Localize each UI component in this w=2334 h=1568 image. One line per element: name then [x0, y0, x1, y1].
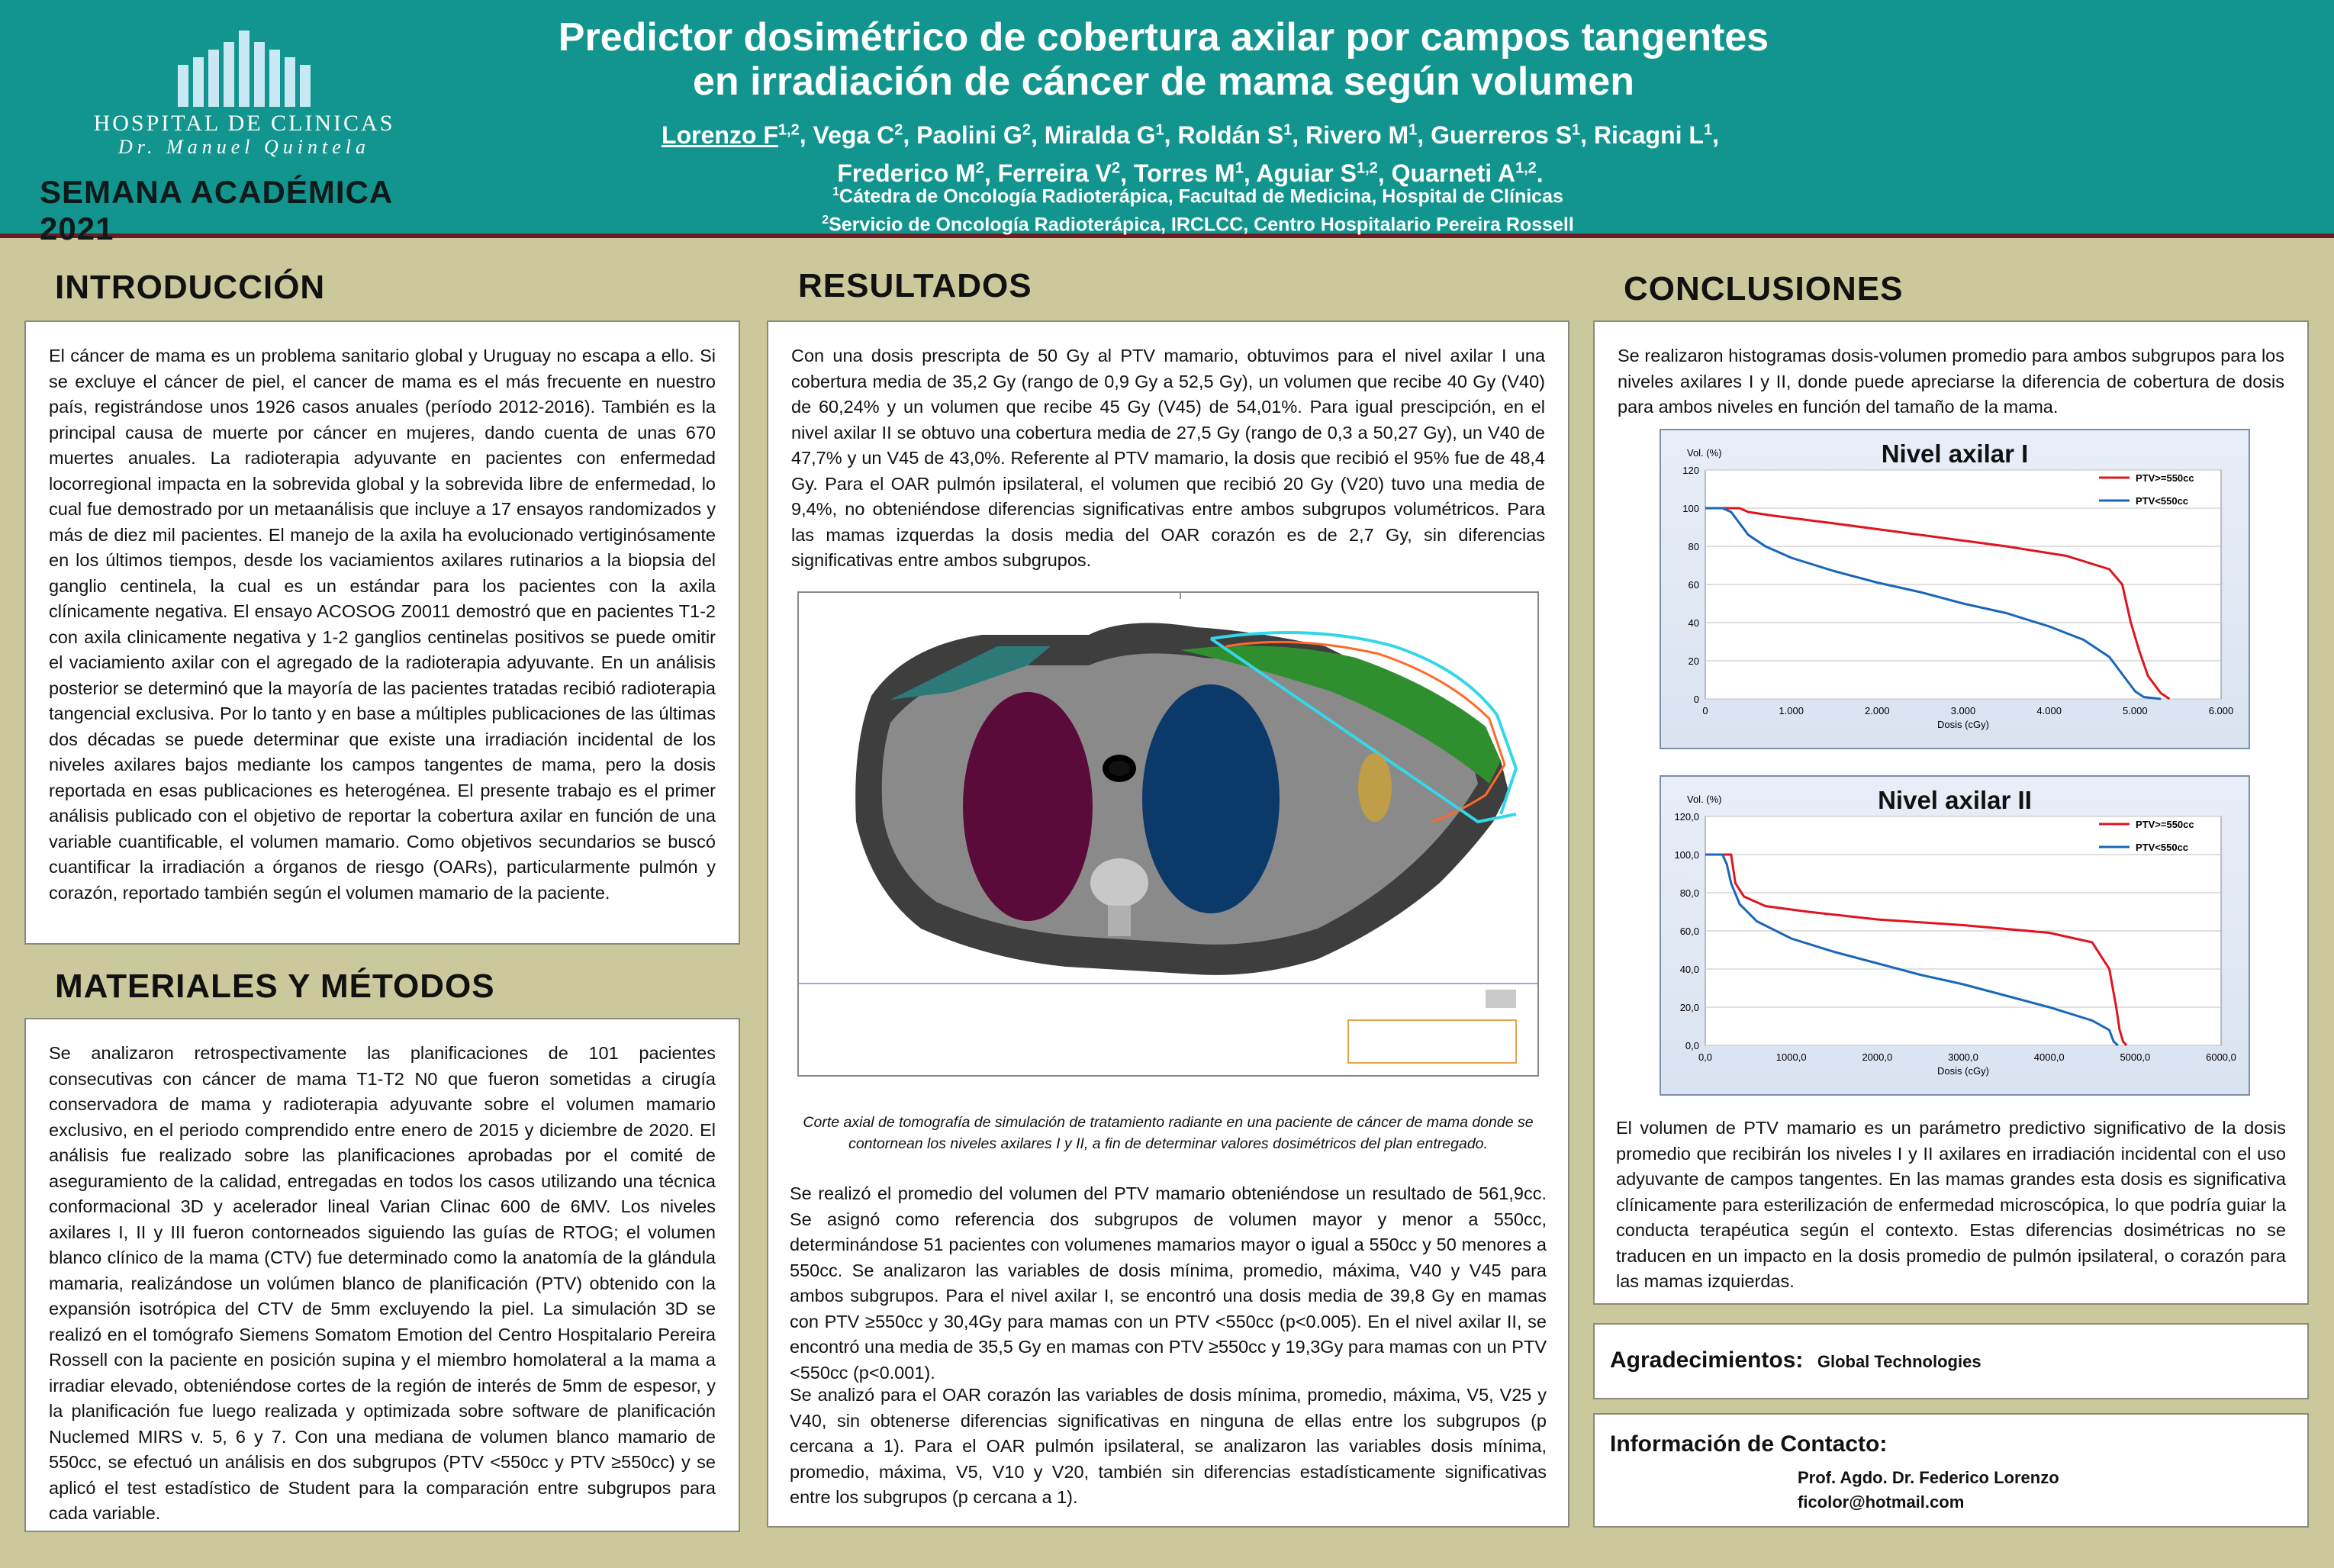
title-line-2: en irradiación de cáncer de mama según v… — [693, 60, 1634, 104]
contact-label: Información de Contacto: — [1610, 1431, 1888, 1457]
series-line-ptv-small — [1705, 507, 2162, 700]
ack-box: Agradecimientos: Global Technologies — [1593, 1323, 2309, 1399]
author-name: Lorenzo F1,2 — [662, 121, 800, 149]
conclusions-text-1: Se realizaron histogramas dosis-volumen … — [1618, 346, 2284, 417]
y-tick-label: 60,0 — [1680, 926, 1699, 937]
affiliation-1: 1Cátedra de Oncología Radioterápica, Fac… — [832, 185, 1563, 208]
x-tick-label: 1000,0 — [1776, 1051, 1807, 1063]
x-tick-label: 0,0 — [1698, 1051, 1712, 1063]
y-axis-label: Vol. (%) — [1687, 794, 1722, 805]
authors-line-2: Frederico M2, Ferreira V2, Torres M1, Ag… — [837, 159, 1544, 188]
title-line-1: Predictor dosimétrico de cobertura axila… — [558, 15, 1769, 60]
intro-box: El cáncer de mama es un problema sanitar… — [24, 320, 740, 945]
y-tick-label: 40 — [1689, 617, 1699, 629]
logo-subtitle: Dr. Manuel Quintela — [118, 136, 370, 158]
y-tick-label: 120 — [1682, 465, 1699, 476]
ct-axial-slice — [799, 593, 1537, 1075]
author-name: Vega C2 — [813, 121, 903, 149]
y-axis-label: Vol. (%) — [1687, 447, 1722, 459]
x-axis-label: Dosis (cGy) — [1937, 719, 1989, 730]
series-line-ptv-large — [1705, 507, 2171, 700]
y-tick-label: 0 — [1694, 694, 1699, 705]
chart-plot-2: 0,0 20,0 40,0 60,0 80,0 100,0 120,0 0,0 1000,0 20… — [1674, 794, 2236, 1077]
x-tick-label: 2.000 — [1865, 705, 1890, 716]
intro-heading: INTRODUCCIÓN — [55, 269, 326, 306]
y-tick-label: 100,0 — [1674, 849, 1699, 861]
x-tick-label: 3.000 — [1951, 705, 1976, 716]
ack-value: Global Technologies — [1817, 1352, 1981, 1371]
x-tick-label: 2000,0 — [1862, 1051, 1892, 1063]
y-tick-label: 80,0 — [1680, 887, 1699, 899]
logo-bars-icon — [84, 31, 404, 107]
methods-heading: MATERIALES Y MÉTODOS — [55, 968, 495, 1005]
contact-email[interactable]: ficolor@hotmail.com — [1798, 1492, 1965, 1512]
author-name: Guerreros S1 — [1431, 121, 1581, 149]
y-tick-label: 80 — [1689, 541, 1699, 552]
legend-label: PTV>=550cc — [2136, 472, 2194, 484]
conclusions-text-2: El volumen de PTV mamario es un parámetr… — [1616, 1118, 2286, 1291]
author-name: Ferreira V2 — [997, 159, 1121, 188]
author-name: Paolini G2 — [916, 121, 1031, 149]
hospital-logo: HOSPITAL DE CLINICAS Dr. Manuel Quintela — [84, 31, 404, 159]
author-name: Torres M1 — [1133, 159, 1244, 188]
logo-name: HOSPITAL DE CLINICAS — [93, 111, 395, 136]
x-tick-label: 6.000 — [2209, 705, 2234, 716]
ct-caption: Corte axial de tomografía de simulación … — [803, 1114, 1534, 1152]
poster-title: Predictor dosimétrico de cobertura axila… — [458, 15, 1869, 104]
x-tick-label: 6000,0 — [2206, 1051, 2236, 1063]
results-text-1: Con una dosis prescripta de 50 Gy al PTV… — [791, 346, 1545, 570]
methods-text: Se analizaron retrospectivamente las pla… — [49, 1043, 716, 1523]
chart-nivel-1: Nivel axilar I 0 20 40 60 80 100 120 0 1.000 2.00… — [1660, 429, 2250, 749]
results-text-3: Se analizó para el OAR corazón las varia… — [790, 1385, 1547, 1507]
chart-title: Nivel axilar I — [1881, 439, 2029, 468]
y-tick-label: 0,0 — [1685, 1040, 1699, 1051]
chart-nivel-2: Nivel axilar II 0,0 20,0 40,0 60,0 80,0 100,0… — [1660, 775, 2250, 1096]
author-name: Aguiar S1,2 — [1256, 159, 1378, 188]
author-name: Rivero M1 — [1305, 121, 1418, 149]
ack-label: Agradecimientos: — [1610, 1347, 1804, 1373]
y-tick-label: 40,0 — [1680, 964, 1699, 975]
legend-label: PTV<550cc — [2136, 495, 2188, 507]
results-text-2: Se realizó el promedio del volumen del P… — [790, 1183, 1547, 1383]
x-tick-label: 1.000 — [1779, 705, 1804, 716]
x-tick-label: 4000,0 — [2034, 1051, 2065, 1063]
x-tick-label: 4.000 — [2036, 705, 2062, 716]
chart-title: Nivel axilar II — [1878, 786, 2032, 814]
author-name: Roldán S1 — [1177, 121, 1293, 149]
legend-label: PTV>=550cc — [2136, 819, 2194, 830]
contact-name: Prof. Agdo. Dr. Federico Lorenzo — [1798, 1468, 2059, 1487]
poster-header: HOSPITAL DE CLINICAS Dr. Manuel Quintela… — [0, 0, 2334, 246]
conclusions-heading: CONCLUSIONES — [1624, 270, 1904, 307]
x-axis-label: Dosis (cGy) — [1937, 1065, 1989, 1077]
y-tick-label: 20,0 — [1680, 1002, 1699, 1013]
chart-plot-1: 0 20 40 60 80 100 120 0 1.000 2.000 3.000 4.000 5.00… — [1682, 447, 2234, 730]
authors-line-1: Lorenzo F1,2, Vega C2, Paolini G2, Miral… — [662, 121, 1719, 149]
methods-box: Se analizaron retrospectivamente las pla… — [24, 1018, 740, 1532]
author-name: Miralda G1 — [1044, 121, 1164, 149]
y-tick-label: 100 — [1682, 503, 1699, 514]
affiliation-2: 2Servicio de Oncología Radioterápica, IR… — [822, 214, 1574, 236]
x-tick-label: 3000,0 — [1948, 1051, 1978, 1063]
series-line-ptv-small — [1705, 853, 2119, 1047]
author-name: Ricagni L1 — [1593, 121, 1713, 149]
affiliations: 1Cátedra de Oncología Radioterápica, Fac… — [687, 180, 1709, 237]
x-tick-label: 5000,0 — [2120, 1051, 2150, 1063]
ct-scan-image — [797, 591, 1539, 1077]
legend-label: PTV<550cc — [2136, 842, 2188, 853]
results-heading: RESULTADOS — [798, 267, 1032, 304]
contact-box: Información de Contacto: Prof. Agdo. Dr.… — [1593, 1413, 2309, 1528]
authors: Lorenzo F1,2, Vega C2, Paolini G2, Miral… — [595, 113, 1785, 190]
y-tick-label: 20 — [1689, 655, 1699, 667]
y-tick-label: 60 — [1689, 579, 1699, 591]
author-name: Quarneti A1,2 — [1391, 159, 1537, 188]
y-tick-label: 120,0 — [1674, 811, 1699, 823]
x-tick-label: 5.000 — [2123, 705, 2148, 716]
x-tick-label: 0 — [1702, 705, 1708, 716]
event-name: SEMANA ACADÉMICA 2021 — [40, 174, 392, 246]
intro-text: El cáncer de mama es un problema sanitar… — [49, 346, 716, 903]
series-line-ptv-large — [1705, 853, 2128, 1047]
author-name: Frederico M2 — [837, 159, 984, 188]
